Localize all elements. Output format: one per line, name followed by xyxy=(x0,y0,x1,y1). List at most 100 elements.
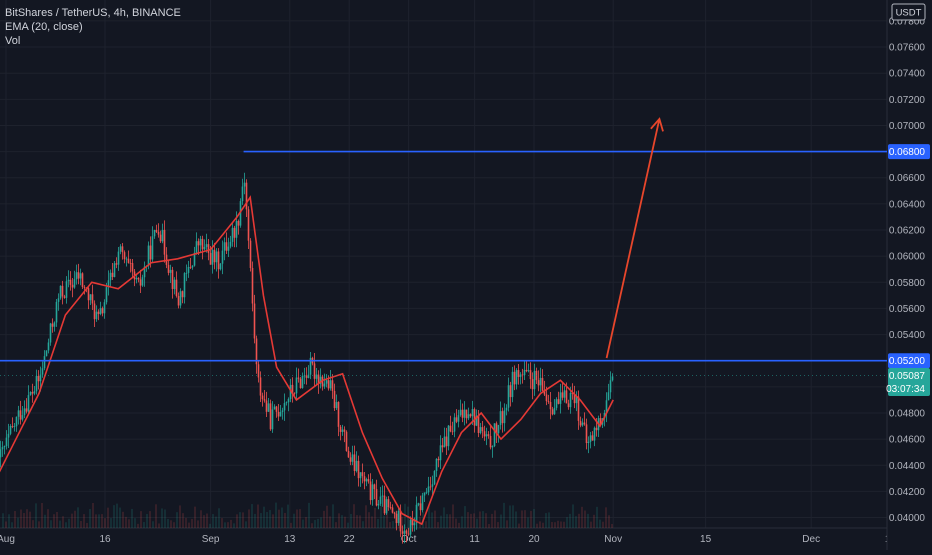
volume-bar xyxy=(371,516,373,528)
x-tick-label: Dec xyxy=(802,534,820,545)
candle-body xyxy=(159,234,162,242)
candle-body xyxy=(423,492,426,496)
candle-body xyxy=(15,416,18,427)
volume-bar xyxy=(551,522,553,528)
x-tick-label: Aug xyxy=(0,534,15,545)
candle-body xyxy=(285,402,288,404)
volume-bar xyxy=(353,504,355,528)
candle-body xyxy=(79,273,82,279)
candle-body xyxy=(95,311,98,320)
volume-bar xyxy=(203,515,205,528)
candle-body xyxy=(489,435,492,448)
candle-body xyxy=(591,435,594,441)
volume-bar xyxy=(29,511,31,528)
candle-body xyxy=(279,411,282,417)
volume-bar xyxy=(503,502,505,528)
ema-line[interactable] xyxy=(0,195,614,526)
candle-body xyxy=(169,269,172,273)
volume-bar xyxy=(173,522,175,528)
x-tick-label: Oct xyxy=(401,534,417,545)
candle-body xyxy=(197,241,200,246)
volume-bar xyxy=(350,513,352,528)
volume-bar xyxy=(311,523,313,528)
candle-body xyxy=(427,486,430,493)
price-axis[interactable] xyxy=(887,0,932,550)
volume-bar xyxy=(476,518,478,528)
candle-body xyxy=(271,409,274,430)
candle-body xyxy=(239,201,242,226)
volume-bar xyxy=(446,514,448,528)
y-tick-label: 0.04400 xyxy=(889,461,926,472)
candle-body xyxy=(201,238,204,250)
volume-bar xyxy=(44,514,46,528)
volume-bar xyxy=(299,509,301,528)
volume-bar xyxy=(572,504,574,528)
candle-body xyxy=(171,269,174,289)
candle-body xyxy=(563,390,566,398)
volume-bar xyxy=(317,518,319,528)
ema-indicator-label[interactable]: EMA (20, close) xyxy=(5,21,83,33)
candle-body xyxy=(181,291,184,298)
candle-body xyxy=(289,384,292,400)
candle-body xyxy=(379,496,382,504)
volume-bar xyxy=(374,507,376,528)
candle-body xyxy=(375,489,378,506)
candle-body xyxy=(115,263,118,265)
volume-bar xyxy=(119,507,121,528)
candle-body xyxy=(161,229,164,242)
y-tick-label: 0.07800 xyxy=(889,16,926,27)
candle-body xyxy=(39,374,42,382)
volume-bar xyxy=(245,521,247,528)
y-tick-label: 0.04200 xyxy=(889,487,926,498)
volume-bar xyxy=(131,508,133,528)
candle-body xyxy=(401,531,404,534)
volume-bar xyxy=(50,520,52,528)
resistance-price-badge[interactable] xyxy=(888,144,930,160)
last-price-badge[interactable] xyxy=(888,367,930,396)
volume-bar xyxy=(110,518,112,528)
candle-body xyxy=(551,409,554,415)
support-price-badge[interactable] xyxy=(888,353,930,369)
volume-bar xyxy=(518,523,520,528)
volume-bar xyxy=(2,513,4,528)
candle-body xyxy=(81,273,84,287)
candle-body xyxy=(83,286,86,288)
volume-bar xyxy=(224,522,226,528)
candle-body xyxy=(485,434,488,437)
symbol-title[interactable]: BitShares / TetherUS, 4h, BINANCE xyxy=(5,7,181,19)
volume-bar xyxy=(218,508,220,528)
candle-body xyxy=(359,472,362,479)
candle-body xyxy=(451,431,454,433)
candle-body xyxy=(213,249,216,263)
volume-bar xyxy=(80,521,82,528)
candle-body xyxy=(21,415,24,420)
volume-bar xyxy=(497,522,499,528)
candle-body xyxy=(177,295,180,306)
candle-body xyxy=(491,446,494,448)
volume-bar xyxy=(278,509,280,528)
volume-bar xyxy=(323,510,325,528)
currency-box[interactable] xyxy=(891,3,926,21)
candle-body xyxy=(245,182,248,210)
volume-bar xyxy=(356,515,358,528)
candle-body xyxy=(13,426,16,428)
candle-body xyxy=(409,519,412,535)
candle-body xyxy=(237,220,240,226)
x-tick-label: Sep xyxy=(202,534,220,545)
candle-body xyxy=(163,229,166,255)
candle-body xyxy=(521,374,524,376)
volume-bar xyxy=(494,510,496,528)
projection-arrow[interactable] xyxy=(605,118,661,359)
volume-bar xyxy=(578,513,580,528)
candle-body xyxy=(291,384,294,393)
candle-body xyxy=(101,308,104,314)
candle-body xyxy=(249,240,252,269)
volume-bar xyxy=(287,504,289,528)
candle-body xyxy=(435,458,438,472)
volume-bar xyxy=(542,522,544,528)
volume-indicator-label[interactable]: Vol xyxy=(5,35,21,47)
candle-body xyxy=(373,484,376,490)
volume-bar xyxy=(437,522,439,528)
